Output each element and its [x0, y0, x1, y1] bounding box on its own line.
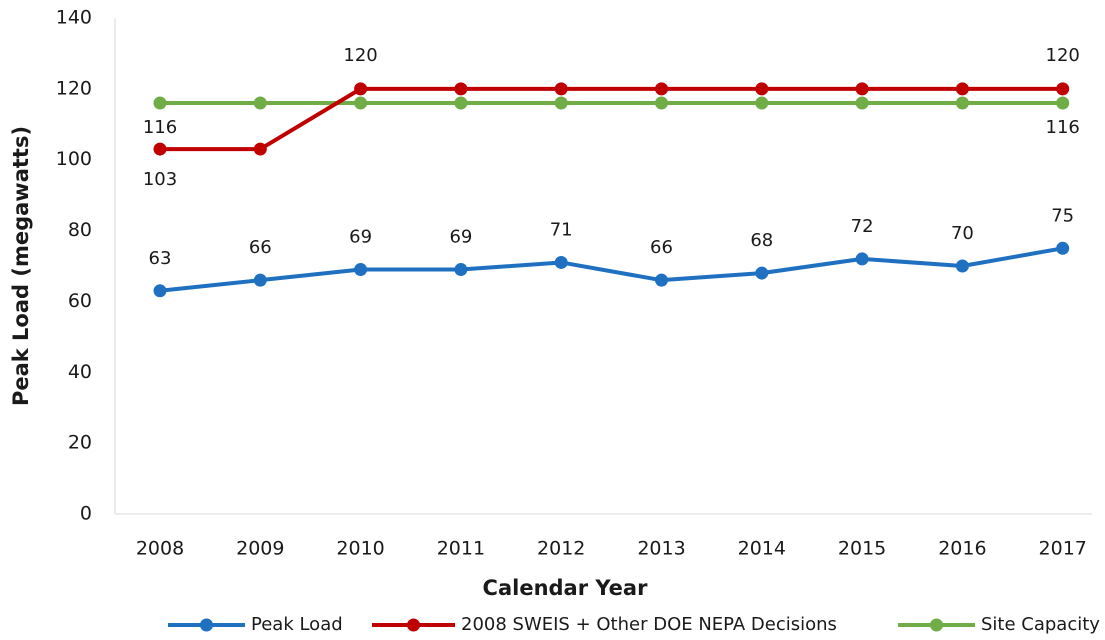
legend-label: 2008 SWEIS + Other DOE NEPA Decisions	[461, 614, 837, 635]
series-line	[159, 246, 1064, 293]
point	[454, 82, 468, 96]
legend-label: Site Capacity	[981, 614, 1100, 635]
point	[955, 96, 969, 110]
data-label: 120	[343, 45, 377, 66]
y-tick-label: 100	[56, 148, 92, 170]
point	[655, 82, 668, 96]
data-label: 71	[550, 219, 573, 240]
point	[354, 82, 368, 96]
point	[1056, 241, 1070, 255]
data-label: 66	[650, 237, 673, 258]
point	[554, 96, 568, 110]
data-label: 68	[750, 230, 773, 251]
x-tick-label: 2011	[437, 538, 485, 560]
point	[454, 263, 468, 277]
x-tick-label: 2016	[938, 538, 986, 560]
y-tick-label: 20	[68, 432, 92, 454]
series-line	[160, 86, 1063, 152]
point	[855, 82, 869, 96]
point	[354, 96, 368, 110]
point	[253, 142, 267, 156]
point	[755, 96, 769, 110]
point	[655, 96, 668, 110]
point	[955, 82, 969, 96]
x-tick-label: 2012	[537, 538, 585, 560]
data-label: 103	[143, 169, 177, 190]
point	[1056, 96, 1070, 110]
data-label: 120	[1046, 45, 1080, 66]
data-label: 66	[249, 237, 272, 258]
point	[253, 273, 267, 287]
x-tick-label: 2009	[236, 538, 284, 560]
data-label: 69	[449, 227, 472, 248]
data-label: 70	[951, 223, 974, 244]
x-tick-label: 2015	[838, 538, 886, 560]
x-tick-label: 2008	[136, 538, 184, 560]
x-tick-label: 2014	[738, 538, 786, 560]
point	[554, 82, 568, 96]
point	[454, 96, 468, 110]
x-tick-label: 2017	[1039, 538, 1087, 560]
data-label: 69	[349, 227, 372, 248]
legend-marker	[200, 618, 213, 632]
point	[153, 142, 167, 156]
y-tick-label: 0	[80, 503, 92, 525]
x-tick-label: 2010	[336, 538, 384, 560]
point	[855, 252, 869, 266]
point	[153, 96, 167, 110]
point	[655, 273, 668, 287]
legend-label: Peak Load	[251, 614, 343, 635]
point	[354, 263, 368, 277]
y-tick-label: 140	[56, 7, 92, 29]
point	[755, 82, 769, 96]
point	[253, 96, 267, 110]
y-tick-label: 60	[68, 290, 92, 312]
legend-marker	[930, 618, 943, 632]
y-axis-title: Peak Load (megawatts)	[9, 126, 33, 406]
point	[855, 96, 869, 110]
y-tick-label: 80	[68, 219, 92, 241]
y-tick-label: 40	[68, 361, 92, 383]
data-label: 63	[149, 248, 172, 269]
x-axis-title: Calendar Year	[483, 576, 649, 600]
data-label: 72	[851, 216, 874, 237]
x-tick-label: 2013	[637, 538, 685, 560]
point	[1056, 82, 1070, 96]
point	[755, 266, 769, 280]
data-label: 75	[1051, 205, 1074, 226]
legend-marker	[407, 618, 420, 632]
point	[955, 259, 969, 273]
data-label: 116	[1046, 117, 1080, 138]
y-tick-label: 120	[56, 77, 92, 99]
point	[153, 284, 167, 298]
point	[554, 255, 568, 269]
data-label: 116	[143, 117, 177, 138]
